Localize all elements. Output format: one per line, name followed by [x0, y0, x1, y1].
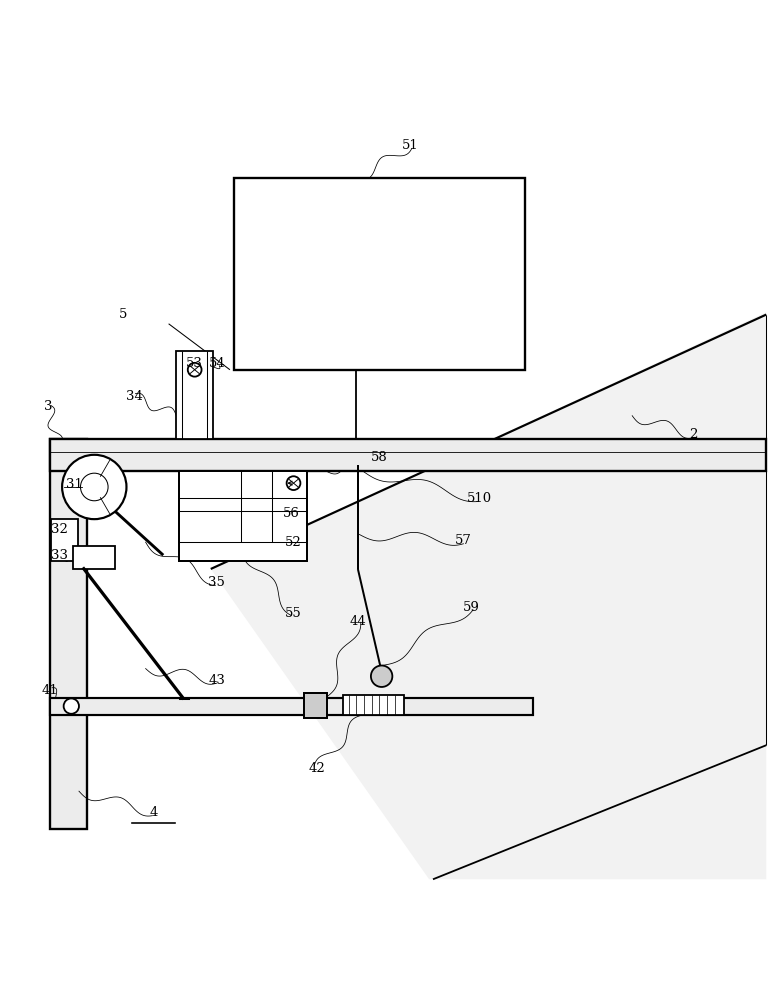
Bar: [343, 695, 404, 715]
Text: 59: 59: [463, 601, 480, 614]
Text: 510: 510: [467, 492, 491, 505]
Text: 44: 44: [350, 615, 366, 628]
Text: 34: 34: [125, 390, 142, 403]
Bar: [50, 439, 766, 471]
Text: 32: 32: [50, 523, 67, 536]
Text: 52: 52: [285, 536, 302, 549]
Bar: [176, 351, 213, 439]
Circle shape: [371, 666, 392, 687]
Text: 54: 54: [208, 357, 225, 370]
Circle shape: [80, 473, 108, 501]
Circle shape: [62, 455, 126, 519]
Text: 5: 5: [118, 308, 127, 321]
Text: 35: 35: [208, 576, 225, 589]
Circle shape: [188, 363, 201, 377]
Bar: [73, 546, 115, 569]
Text: 2: 2: [690, 428, 697, 441]
Text: 43: 43: [208, 674, 225, 687]
Text: 51: 51: [402, 139, 419, 152]
Bar: [51, 519, 78, 561]
Text: 55: 55: [285, 607, 302, 620]
Text: 58: 58: [371, 451, 388, 464]
Text: 4: 4: [149, 806, 157, 819]
Polygon shape: [211, 312, 766, 879]
Bar: [304, 693, 327, 718]
Bar: [50, 439, 87, 829]
Text: 57: 57: [455, 534, 472, 547]
Text: 31: 31: [66, 478, 83, 491]
Bar: [50, 698, 533, 715]
Text: 53: 53: [186, 357, 202, 370]
Text: 41: 41: [42, 684, 58, 697]
Text: 42: 42: [308, 762, 325, 775]
Circle shape: [286, 476, 300, 490]
Text: 3: 3: [44, 400, 53, 413]
Circle shape: [63, 698, 79, 714]
Text: 56: 56: [283, 507, 300, 520]
Bar: [234, 178, 525, 370]
Bar: [179, 471, 307, 561]
Text: 33: 33: [50, 549, 67, 562]
